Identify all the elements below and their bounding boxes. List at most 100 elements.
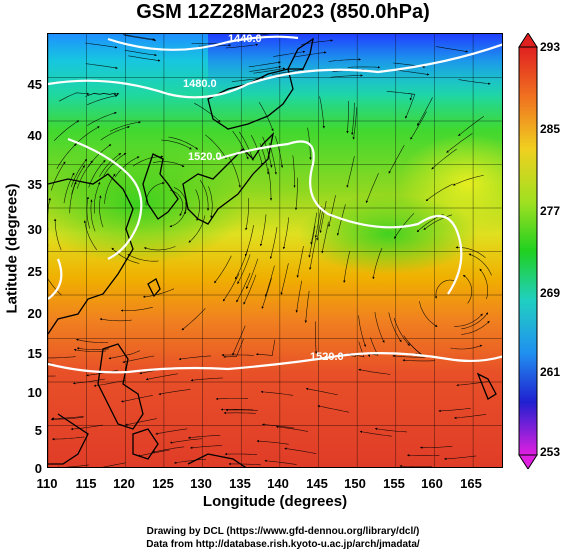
wind-streamline — [260, 390, 293, 396]
wind-streamline — [56, 143, 77, 169]
colorbar-tick-label: 277 — [540, 204, 561, 218]
wind-streamline — [188, 215, 206, 243]
wind-streamline — [296, 245, 304, 278]
wind-streamline — [328, 58, 361, 62]
wind-streamline — [358, 368, 391, 375]
wind-streamline — [305, 387, 338, 396]
wind-streamline — [214, 255, 232, 284]
wind-streamline — [132, 155, 164, 167]
wind-streamline — [351, 102, 355, 135]
wind-streamline — [434, 279, 456, 299]
wind-streamline — [346, 156, 355, 188]
wind-streamline — [386, 91, 413, 101]
wind-streamline — [284, 447, 317, 454]
wind-streamline — [63, 172, 75, 204]
wind-streamline — [145, 373, 178, 381]
wind-streamline — [245, 198, 249, 231]
x-tick-label: 155 — [383, 476, 405, 491]
wind-streamline — [70, 158, 87, 188]
wind-streamline — [292, 155, 296, 188]
contour-label: 1520.0 — [310, 351, 344, 363]
green-region-east — [298, 194, 478, 274]
wind-streamline — [452, 175, 484, 186]
wind-streamline — [275, 136, 284, 168]
wind-streamline — [261, 277, 272, 309]
x-tick-label: 135 — [229, 476, 251, 491]
wind-streamline — [152, 161, 185, 167]
wind-streamline — [109, 121, 141, 132]
y-tick-label: 35 — [27, 177, 42, 192]
colorbar-tick-label: 285 — [540, 122, 561, 136]
wind-streamline — [215, 397, 249, 401]
wind-streamline — [423, 214, 453, 230]
wind-streamline — [256, 439, 289, 445]
wind-streamline — [314, 321, 318, 354]
wind-streamline — [50, 417, 84, 421]
wind-streamline — [239, 131, 254, 161]
wind-streamline — [90, 199, 96, 232]
wind-streamline — [94, 181, 101, 214]
wind-streamlines — [48, 34, 492, 467]
wind-streamline — [310, 212, 318, 245]
wind-streamline — [225, 43, 259, 49]
wind-streamline — [236, 272, 251, 303]
wind-streamline — [194, 103, 221, 123]
wind-streamline — [319, 201, 327, 233]
wind-streamline — [76, 347, 110, 351]
wind-streamline — [264, 459, 297, 465]
wind-streamline — [264, 265, 275, 297]
wind-streamline — [319, 96, 325, 129]
wind-streamline — [111, 247, 140, 264]
y-tick-label: 5 — [34, 423, 42, 438]
wind-streamline — [228, 462, 261, 466]
wind-streamline — [458, 79, 491, 85]
wind-streamline — [205, 134, 227, 160]
map-title: GSM 12Z28Mar2023 (850.0hPa) — [136, 1, 430, 23]
wind-streamline — [85, 92, 117, 97]
wind-streamline — [173, 187, 187, 215]
colorbar — [518, 33, 538, 469]
wind-streamline — [420, 446, 453, 449]
wind-streamline — [114, 156, 140, 178]
x-tick-label: 140 — [267, 476, 289, 491]
wind-streamline — [145, 182, 165, 206]
wind-streamline — [249, 65, 282, 72]
wind-streamline — [399, 464, 432, 467]
wind-streamline — [456, 381, 489, 387]
wind-streamline — [53, 218, 62, 251]
wind-streamline — [88, 144, 112, 167]
wind-streamline — [308, 225, 316, 258]
wind-streamline — [232, 130, 249, 160]
wind-streamline — [104, 173, 116, 204]
wind-streamline — [243, 274, 257, 305]
wind-streamline — [124, 50, 157, 57]
wind-streamline — [232, 325, 246, 356]
contour-labels: 1440.0 1480.0 1520.0 1520.0 — [183, 34, 344, 363]
wind-streamline — [454, 313, 483, 327]
wind-streamline — [128, 55, 161, 62]
wind-streamline — [358, 315, 367, 347]
wind-streamline — [405, 93, 416, 119]
wind-streamline — [188, 435, 221, 439]
wind-streamline — [316, 208, 324, 241]
colorbar-tick-label: 269 — [540, 286, 561, 300]
wind-streamline — [259, 214, 267, 247]
wind-streamline — [73, 348, 107, 352]
wind-streamline — [100, 126, 130, 141]
wind-streamline — [88, 160, 106, 188]
wind-streamline — [352, 107, 357, 140]
x-axis-label: Longitude (degrees) — [202, 493, 348, 510]
wind-streamline — [143, 246, 176, 251]
wind-streamline — [122, 355, 155, 364]
x-tick-label: 120 — [113, 476, 135, 491]
wind-streamline — [50, 161, 66, 191]
colorbar-gradient — [518, 46, 538, 456]
wind-streamline — [444, 455, 477, 461]
wind-streamline — [174, 458, 207, 464]
wind-streamline — [99, 318, 132, 322]
y-tick-label: 0 — [34, 461, 42, 476]
wind-streamline — [419, 301, 438, 327]
wind-streamline — [122, 34, 155, 41]
wind-streamline — [168, 136, 199, 150]
x-tick-label: 110 — [36, 476, 58, 491]
